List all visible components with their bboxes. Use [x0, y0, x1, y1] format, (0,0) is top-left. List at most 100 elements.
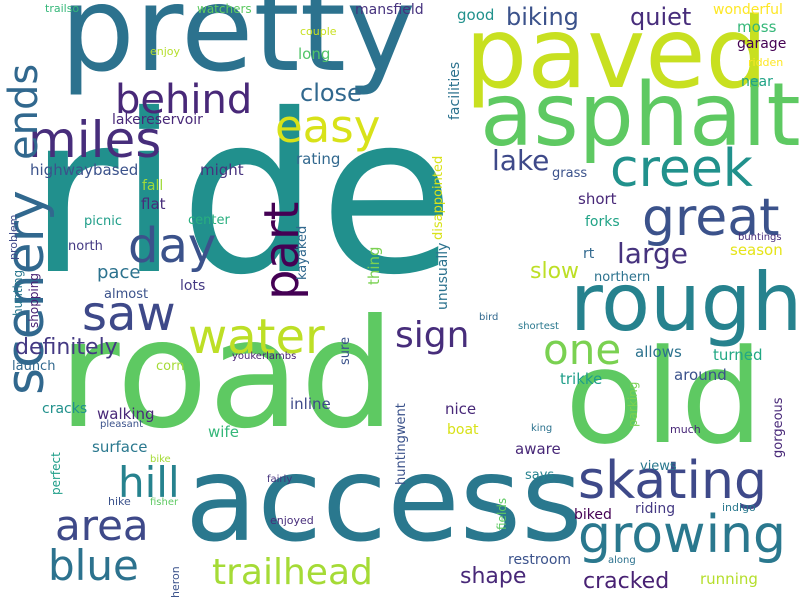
word-riding: riding [635, 501, 676, 517]
word-close: close [300, 79, 362, 107]
word-ridden: ridden [748, 56, 784, 69]
word-easy: easy [275, 100, 381, 153]
word-wife: wife [208, 423, 239, 441]
word-might: might [200, 161, 244, 179]
word-long: long [298, 45, 331, 63]
word-season: season [730, 241, 783, 259]
word-rough: rough [570, 256, 800, 349]
word-fields: fields [495, 497, 509, 530]
word-pretty: pretty [60, 0, 416, 98]
word-north: north [68, 239, 103, 254]
word-pace: pace [97, 262, 141, 283]
word-hike: hike [108, 495, 131, 508]
word-sure: sure [338, 336, 353, 365]
word-fall: fall [142, 178, 164, 194]
word-trikke: trikke [560, 370, 603, 388]
word-biked: biked [574, 507, 612, 523]
word-running: running [700, 570, 758, 588]
word-restroom: restroom [508, 552, 572, 568]
word-one: one [543, 325, 622, 374]
word-turned: turned [713, 346, 763, 364]
word-rating: rating [296, 150, 341, 168]
word-miles: miles [28, 111, 162, 169]
word-bike: bike [150, 454, 171, 465]
word-fairly: fairly [267, 474, 293, 485]
word-area: area [55, 501, 149, 550]
word-heron: heron [169, 566, 182, 598]
word-great: great [642, 188, 780, 248]
word-growing: growing [578, 505, 786, 565]
word-water: water [188, 309, 325, 365]
word-unusually: unusually [435, 242, 451, 310]
word-inline: inline [290, 395, 331, 413]
word-saw: saw [82, 286, 176, 342]
word-trailhead: trailhead [212, 552, 373, 593]
word-wonderful: wonderful [713, 2, 783, 18]
word-blue: blue [48, 541, 139, 590]
word-creek: creek [610, 139, 753, 199]
word-views: views [640, 459, 677, 474]
word-youkerlambs: youkerlambs [232, 351, 297, 362]
word-parking: parking [626, 381, 640, 427]
word-much: much [670, 423, 701, 436]
word-quiet: quiet [630, 3, 692, 31]
word-road: road [58, 288, 396, 462]
word-says: says [525, 468, 555, 483]
word-huntingwent: huntingwent [394, 403, 409, 485]
word-lakereservoir: lakereservoir [112, 112, 203, 128]
word-nice: nice [445, 400, 477, 418]
word-along: along [608, 555, 636, 566]
word-biking: biking [506, 3, 579, 31]
word-shape: shape [460, 564, 527, 589]
word-cracked: cracked [583, 569, 670, 594]
word-disappointed: disappointed [431, 155, 446, 240]
word-rt: rt [583, 246, 595, 262]
word-short: short [578, 190, 617, 208]
word-old: old [565, 321, 764, 473]
word-lake: lake [492, 144, 550, 177]
word-garage: garage [737, 36, 787, 52]
word-hunting: hunting [11, 269, 25, 316]
word-enjoy: enjoy [150, 45, 181, 58]
word-slow: slow [530, 259, 580, 284]
word-large: large [617, 237, 688, 270]
word-skating: skating [578, 451, 767, 511]
word-behind: behind [115, 77, 253, 123]
word-allows: allows [635, 343, 682, 361]
word-enjoyed: enjoyed [270, 514, 314, 527]
word-paved: paved [465, 0, 768, 111]
word-almost: almost [104, 287, 149, 302]
word-problem: problem [7, 214, 20, 260]
word-grass: grass [552, 166, 588, 181]
word-mansfield: mansfield [355, 2, 424, 18]
word-walking: walking [97, 405, 155, 423]
word-shopping: shopping [27, 273, 41, 328]
word-northern: northern [594, 270, 651, 285]
word-ride: ride [28, 67, 455, 323]
word-fisher: fisher [150, 497, 179, 508]
word-facilities: facilities [447, 61, 463, 120]
word-flat: flat [141, 195, 166, 213]
word-good: good [457, 6, 495, 24]
word-aware: aware [515, 440, 561, 458]
word-launch: launch [12, 359, 56, 374]
word-ends: ends [1, 63, 47, 160]
word-picnic: picnic [84, 214, 123, 229]
word-center: center [188, 213, 230, 228]
word-lots: lots [180, 278, 206, 294]
word-access: access [185, 430, 583, 568]
word-perfect: perfect [49, 452, 63, 495]
word-couple: couple [300, 25, 337, 38]
word-thing: thing [365, 246, 383, 285]
word-forks: forks [585, 214, 620, 230]
word-indigo: indigo [722, 501, 756, 514]
word-moss: moss [737, 18, 777, 36]
word-near: near [741, 74, 773, 90]
word-watchers: watchers [197, 2, 252, 16]
word-pleasant: pleasant [100, 419, 144, 430]
word-shortest: shortest [518, 321, 559, 332]
word-day: day [128, 218, 217, 274]
word-kayaked: kayaked [295, 225, 310, 280]
word-gorgeous: gorgeous [771, 397, 786, 458]
